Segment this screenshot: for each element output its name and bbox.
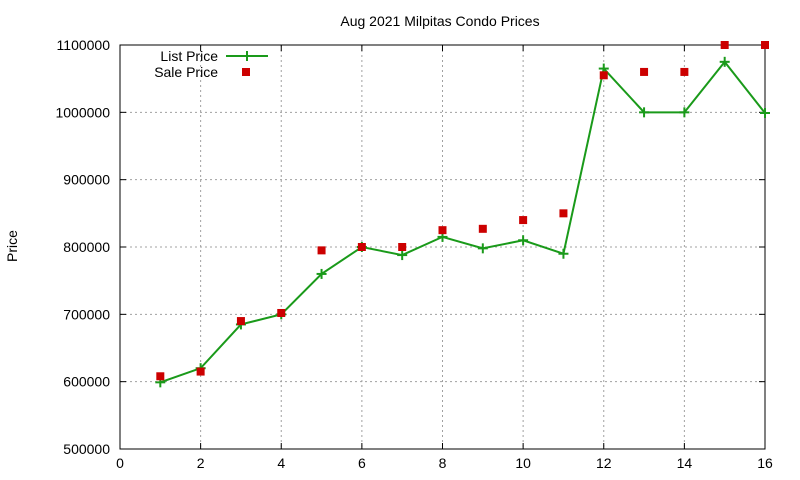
sale-price-point (640, 67, 649, 76)
list-price-series (155, 56, 770, 388)
legend-entry-list-price: List Price (160, 48, 268, 64)
sale-price-series (156, 41, 769, 381)
sale-price-point (761, 41, 769, 49)
legend-entry-sale-price: Sale Price (154, 64, 250, 80)
sale-price-point (559, 209, 568, 218)
y-tick-label: 1000000 (55, 104, 110, 120)
sale-price-point (438, 226, 447, 235)
y-tick-label: 600000 (63, 374, 110, 390)
list-price-point (558, 248, 569, 259)
y-tick-label: 500000 (63, 441, 110, 457)
list-price-point (316, 268, 327, 279)
x-tick-label: 14 (677, 455, 693, 471)
y-tick-label: 700000 (63, 306, 110, 322)
legend-marker-sample (242, 68, 250, 76)
sale-price-point (398, 243, 407, 251)
list-price-point (518, 235, 529, 246)
sale-price-point (720, 41, 729, 49)
sale-price-point (680, 67, 689, 76)
y-tick-label: 1100000 (57, 37, 111, 53)
list-price-point (679, 107, 690, 118)
list-price-line (159, 60, 766, 384)
plot-area (155, 41, 770, 388)
list-price-point (397, 250, 408, 261)
x-tick-label: 8 (439, 455, 447, 471)
x-tick-label: 0 (116, 455, 124, 471)
legend-marker-sample (242, 51, 252, 61)
y-tick-label: 800000 (63, 239, 110, 255)
list-price-point (639, 107, 650, 118)
sale-price-point (357, 243, 366, 251)
x-tick-label: 16 (757, 455, 773, 471)
sale-price-point (156, 372, 165, 381)
x-tick-label: 4 (277, 455, 285, 471)
list-price-point (719, 56, 730, 67)
x-tick-label: 2 (197, 455, 205, 471)
list-price-point (760, 108, 770, 119)
axes: 0 2 4 6 8 10 12 14 16 500000 600000 700000 800000 900… (55, 37, 773, 471)
sale-price-point (196, 367, 205, 376)
sale-price-point (317, 246, 326, 255)
legend-label: Sale Price (154, 64, 218, 80)
grid (120, 45, 765, 449)
sale-price-point (519, 216, 528, 225)
y-axis-label: Price (4, 230, 20, 262)
sale-price-point (236, 317, 245, 326)
x-tick-label: 6 (358, 455, 366, 471)
legend-label: List Price (160, 48, 218, 64)
y-tick-label: 900000 (63, 172, 110, 188)
list-price-point (477, 243, 488, 254)
sale-price-point (599, 71, 608, 80)
sale-price-point (478, 224, 487, 233)
sale-price-point (277, 308, 286, 317)
chart-title: Aug 2021 Milpitas Condo Prices (340, 13, 539, 29)
x-tick-label: 10 (515, 455, 531, 471)
x-tick-label: 12 (596, 455, 612, 471)
